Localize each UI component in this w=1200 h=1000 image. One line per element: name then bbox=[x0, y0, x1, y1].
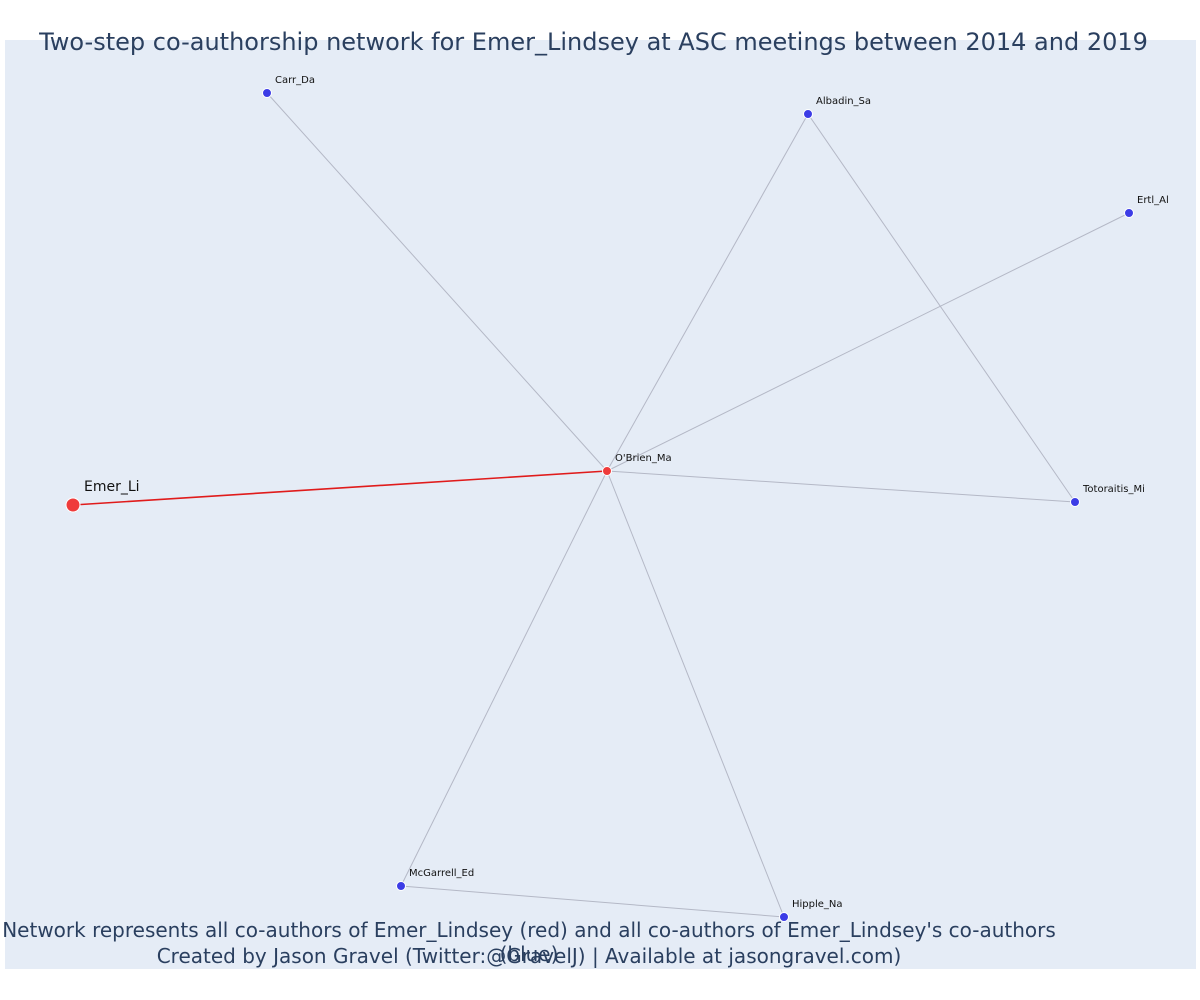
node-Carr_Da[interactable] bbox=[263, 89, 272, 98]
edge-Albadin_Sa-Totoraitis_Mi bbox=[808, 114, 1075, 502]
node-McGarrell_Ed[interactable] bbox=[397, 882, 406, 891]
edge-OBrien_Ma-Totoraitis_Mi bbox=[607, 471, 1075, 502]
edge-Emer_Li-OBrien_Ma bbox=[73, 471, 607, 505]
node-Totoraitis_Mi[interactable] bbox=[1071, 498, 1080, 507]
edge-OBrien_Ma-Ertl_Al bbox=[607, 213, 1129, 471]
node-label-Ertl_Al: Ertl_Al bbox=[1137, 195, 1169, 206]
edge-OBrien_Ma-Hipple_Na bbox=[607, 471, 784, 917]
edges-layer bbox=[73, 93, 1129, 917]
edge-OBrien_Ma-Carr_Da bbox=[267, 93, 607, 471]
edge-OBrien_Ma-Albadin_Sa bbox=[607, 114, 808, 471]
node-Emer_Li[interactable] bbox=[66, 498, 80, 512]
node-label-McGarrell_Ed: McGarrell_Ed bbox=[409, 868, 474, 879]
node-Ertl_Al[interactable] bbox=[1125, 209, 1134, 218]
node-label-Hipple_Na: Hipple_Na bbox=[792, 899, 843, 910]
node-Albadin_Sa[interactable] bbox=[804, 110, 813, 119]
chart-title: Two-step co-authorship network for Emer_… bbox=[0, 28, 1187, 56]
edge-OBrien_Ma-McGarrell_Ed bbox=[401, 471, 607, 886]
node-label-Carr_Da: Carr_Da bbox=[275, 75, 315, 86]
caption-line-2: Created by Jason Gravel (Twitter:@Gravel… bbox=[0, 944, 1058, 968]
labels-layer: Emer_Li O'Brien_Ma Carr_Da Albadin_Sa Ertl_A… bbox=[84, 75, 1169, 910]
nodes-layer bbox=[66, 89, 1134, 922]
node-label-Albadin_Sa: Albadin_Sa bbox=[816, 96, 871, 107]
node-label-Totoraitis_Mi: Totoraitis_Mi bbox=[1082, 484, 1145, 495]
node-OBrien_Ma[interactable] bbox=[603, 467, 612, 476]
node-label-OBrien_Ma: O'Brien_Ma bbox=[615, 453, 672, 464]
edge-McGarrell_Ed-Hipple_Na bbox=[401, 886, 784, 917]
node-label-Emer_Li: Emer_Li bbox=[84, 479, 140, 495]
